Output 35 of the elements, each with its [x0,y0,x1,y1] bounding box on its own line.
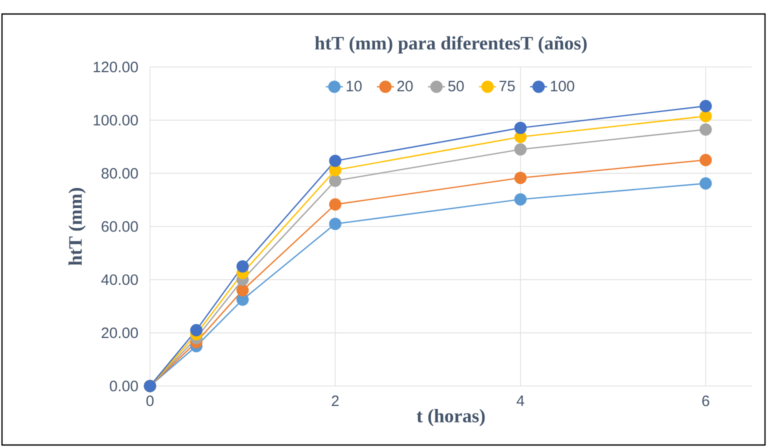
y-tick-label: 100.00 [94,114,138,126]
x-tick-label: 0 [146,396,154,406]
point [236,260,249,273]
point [514,172,527,184]
point [700,100,712,112]
point [236,284,249,296]
x-tick-label: 4 [516,396,524,406]
legend-label: 100 [550,80,574,92]
legend-label: 20 [397,80,413,92]
y-tick-label: 40.00 [101,274,138,285]
legend-label: 50 [448,80,464,92]
y-tick-label: 0.00 [110,380,138,392]
point [514,143,527,156]
y-tick-label: 120.00 [94,62,138,72]
x-tick-label: 6 [702,396,710,406]
legend-label: 75 [500,80,515,92]
point [700,110,712,122]
legend-label: 10 [346,80,362,92]
point [700,123,712,136]
point [329,154,342,167]
y-tick-label: 60.00 [102,221,138,232]
point [329,174,342,187]
point [514,193,527,206]
point [514,122,527,134]
y-tick-label: 20.00 [102,328,138,338]
point [329,198,342,211]
y-tick-label: 80.00 [102,168,138,179]
point [700,154,712,166]
x-tick-label: 2 [332,396,339,406]
chart-title: htT (mm) para diferentesT (años) [314,36,587,54]
point [190,324,202,336]
point [700,177,712,190]
x-axis-title: t (horas) [416,409,485,426]
y-axis-title: htT (mm) [68,188,86,266]
point [329,218,342,230]
